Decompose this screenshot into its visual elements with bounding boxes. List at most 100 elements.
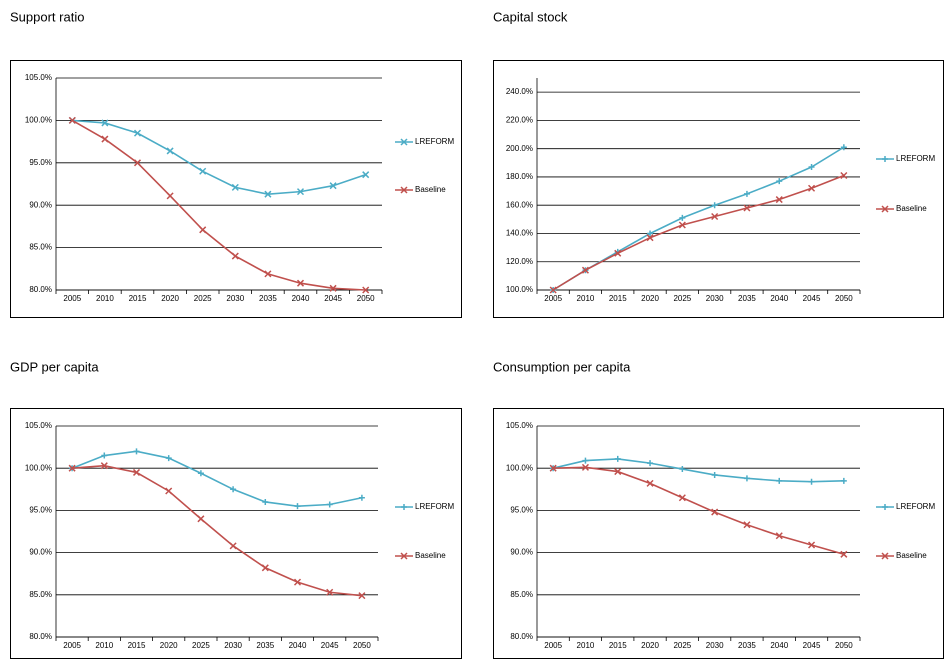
- y-tick-label: 100.0%: [506, 463, 533, 472]
- marker: [166, 147, 174, 155]
- legend-label: LREFORM: [415, 137, 454, 146]
- y-tick-label: 140.0%: [506, 229, 533, 238]
- legend-label: Baseline: [896, 204, 927, 213]
- x-tick-label: 2015: [129, 294, 147, 303]
- marker: [614, 455, 621, 462]
- x-tick-label: 2035: [256, 641, 274, 650]
- x-tick-label: 2020: [161, 294, 179, 303]
- marker: [230, 486, 237, 493]
- chart: Consumption per capita 80.0% 85.0% 90.0% 95.…: [493, 359, 944, 659]
- x-tick-label: 2030: [706, 641, 724, 650]
- marker: [68, 464, 76, 472]
- series-line: [72, 464, 362, 597]
- marker: [294, 503, 301, 510]
- legend-label: Baseline: [415, 551, 446, 560]
- y-tick-label: 100.0%: [25, 463, 52, 472]
- x-tick-label: 2045: [803, 294, 821, 303]
- marker: [296, 279, 305, 287]
- legend-marker: [401, 504, 407, 510]
- marker: [165, 455, 172, 462]
- series-line: [71, 119, 366, 291]
- marker: [549, 464, 557, 472]
- y-tick-label: 80.0%: [29, 632, 52, 641]
- legend-label: LREFORM: [415, 502, 454, 511]
- marker: [358, 592, 366, 600]
- marker: [743, 475, 750, 482]
- marker: [808, 541, 816, 549]
- marker: [581, 463, 589, 471]
- x-tick-label: 2020: [641, 641, 659, 650]
- x-tick-label: 2025: [194, 294, 212, 303]
- x-tick-label: 2020: [160, 641, 178, 650]
- y-tick-label: 105.0%: [25, 421, 52, 430]
- y-tick-label: 80.0%: [29, 285, 52, 294]
- chart-frame: [493, 60, 944, 318]
- x-tick-label: 2035: [738, 294, 756, 303]
- marker: [101, 452, 108, 459]
- legend-label: LREFORM: [896, 154, 935, 163]
- y-tick-label: 90.0%: [29, 200, 52, 209]
- legend-marker: [881, 205, 889, 213]
- chart-title: GDP per capita: [10, 359, 99, 374]
- x-tick-label: 2035: [259, 294, 277, 303]
- legend-marker: [400, 552, 408, 560]
- legend-marker: [400, 138, 408, 146]
- marker: [231, 183, 239, 191]
- marker: [776, 178, 783, 185]
- marker: [197, 470, 204, 477]
- marker: [775, 532, 783, 540]
- marker: [549, 286, 557, 294]
- marker: [329, 284, 337, 292]
- marker: [840, 550, 848, 558]
- y-tick-label: 105.0%: [25, 73, 52, 82]
- y-tick-label: 120.0%: [506, 257, 533, 266]
- marker: [775, 196, 783, 204]
- chart-title: Support ratio: [10, 9, 84, 24]
- x-tick-label: 2030: [226, 294, 244, 303]
- x-tick-label: 2050: [357, 294, 375, 303]
- y-tick-label: 95.0%: [510, 506, 533, 515]
- x-tick-label: 2010: [96, 294, 114, 303]
- x-tick-label: 2050: [353, 641, 371, 650]
- x-tick-label: 2020: [641, 294, 659, 303]
- marker: [68, 116, 76, 124]
- chart-frame: [493, 408, 944, 659]
- chart-title: Capital stock: [493, 9, 568, 24]
- y-tick-label: 95.0%: [29, 506, 52, 515]
- marker: [199, 167, 207, 175]
- marker: [362, 286, 370, 294]
- x-tick-label: 2040: [770, 294, 788, 303]
- chart: Support ratio 80.0% 85.0% 90.0% 95.0% 100.0% 1…: [10, 9, 462, 318]
- marker: [296, 188, 305, 196]
- marker: [264, 190, 272, 198]
- series-line: [552, 174, 845, 291]
- marker: [132, 468, 141, 476]
- marker: [231, 252, 239, 260]
- marker: [165, 487, 173, 495]
- marker: [647, 460, 654, 467]
- x-tick-label: 2015: [609, 294, 627, 303]
- marker: [614, 468, 622, 476]
- y-tick-label: 180.0%: [506, 172, 533, 181]
- marker: [679, 214, 686, 221]
- y-tick-label: 160.0%: [506, 200, 533, 209]
- marker: [293, 578, 302, 586]
- series-line: [71, 450, 363, 507]
- x-tick-label: 2010: [95, 641, 113, 650]
- x-tick-label: 2030: [706, 294, 724, 303]
- y-tick-label: 90.0%: [510, 548, 533, 557]
- x-tick-label: 2005: [544, 641, 562, 650]
- marker: [840, 144, 847, 151]
- series-line: [72, 119, 366, 195]
- marker: [264, 270, 272, 278]
- marker: [711, 202, 718, 209]
- marker: [199, 226, 207, 234]
- chart-frame: [10, 408, 462, 659]
- marker: [100, 462, 108, 470]
- x-tick-label: 2050: [835, 641, 853, 650]
- y-tick-label: 80.0%: [510, 632, 533, 641]
- marker: [808, 478, 815, 485]
- y-tick-label: 85.0%: [29, 590, 52, 599]
- marker: [362, 171, 370, 179]
- marker: [840, 477, 847, 484]
